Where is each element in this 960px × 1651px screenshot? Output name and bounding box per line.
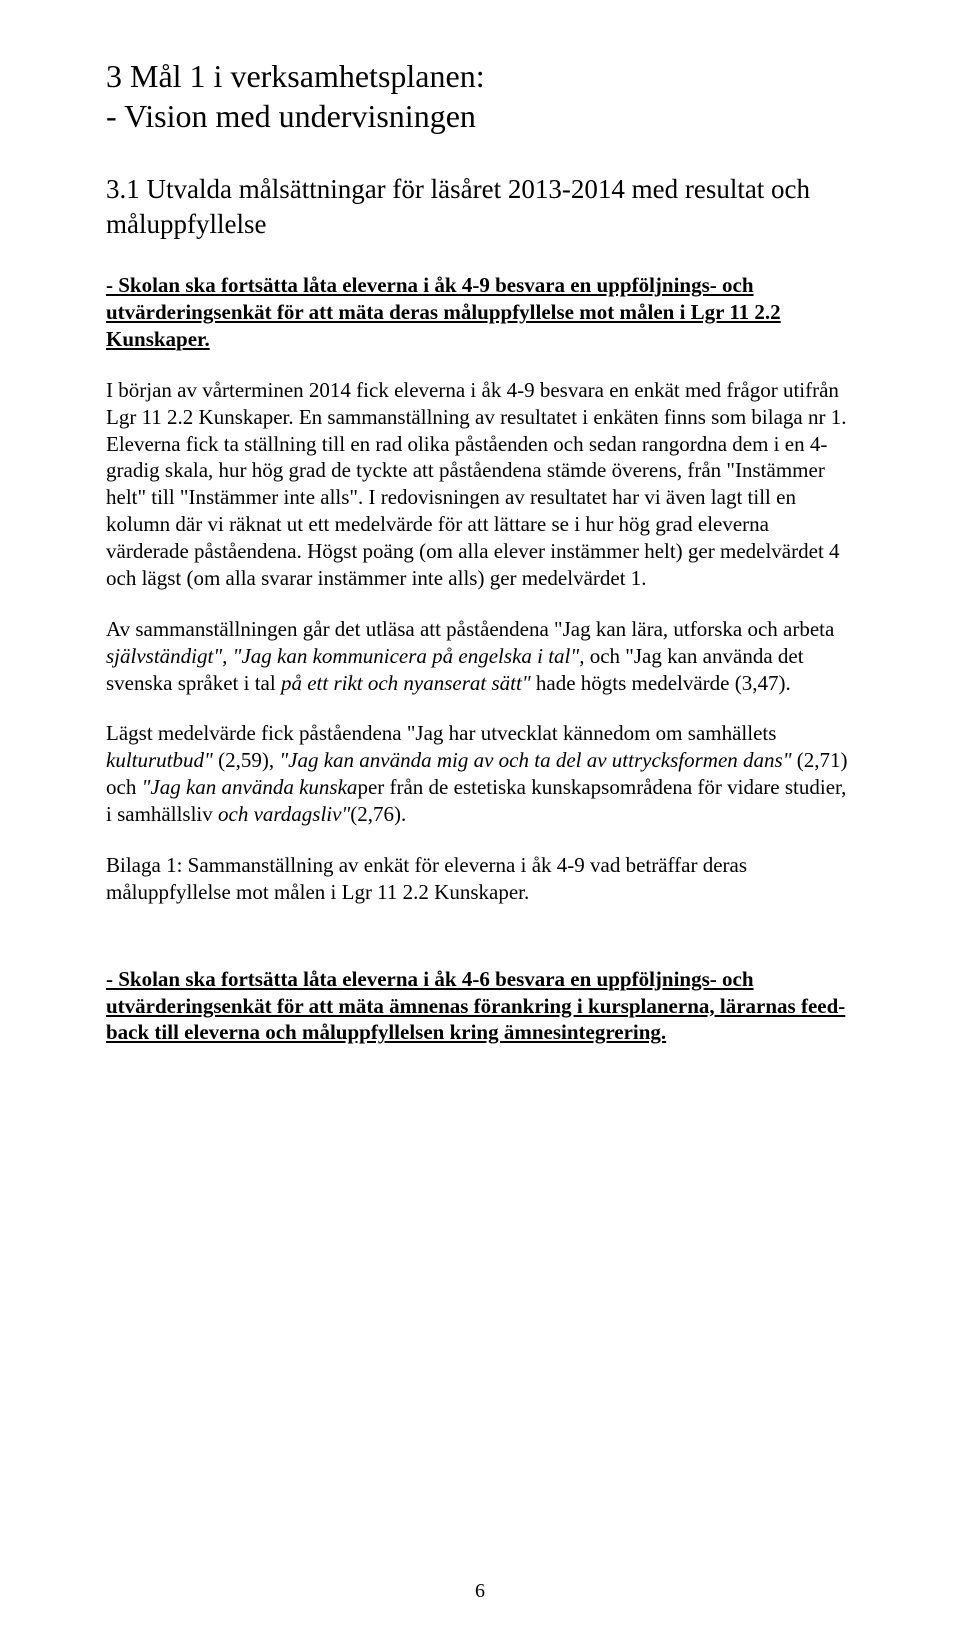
- para2b-text: självständigt", "Jag kan kommunicera på …: [106, 644, 590, 668]
- para3d-text: "Jag kan använda mig av och ta del av ut…: [279, 748, 796, 772]
- section-heading-1: 3 Mål 1 i verksamhetsplanen: - Vision me…: [106, 56, 854, 136]
- para2e-text: hade högts medelvärde (3,47).: [536, 671, 791, 695]
- para3i-text: (2,76).: [350, 802, 406, 826]
- goal-2-statement: - Skolan ska fortsätta låta eleverna i å…: [106, 966, 854, 1047]
- para3c-text: (2,59),: [218, 748, 279, 772]
- paragraph-intro: I början av vårterminen 2014 fick elever…: [106, 377, 854, 592]
- bilaga-text: Bilaga 1: Sammanställning av enkät för e…: [106, 853, 747, 904]
- section-heading-2: 3.1 Utvalda målsättningar för läsåret 20…: [106, 172, 854, 242]
- page-number-value: 6: [475, 1580, 485, 1602]
- heading-text-line1: 3 Mål 1 i verksamhetsplanen:: [106, 58, 485, 94]
- page-number: 6: [0, 1580, 960, 1603]
- document-page: 3 Mål 1 i verksamhetsplanen: - Vision me…: [0, 0, 960, 1651]
- para1b-text: Eleverna fick ta ställning till en rad o…: [106, 432, 840, 590]
- goal-1-text: - Skolan ska fortsätta låta eleverna i å…: [106, 273, 781, 351]
- bilaga-reference: Bilaga 1: Sammanställning av enkät för e…: [106, 852, 854, 906]
- paragraph-summary-high: Av sammanställningen går det utläsa att …: [106, 616, 854, 697]
- goal-1-statement: - Skolan ska fortsätta låta eleverna i å…: [106, 272, 854, 353]
- para3h-text: och vardagsliv": [218, 802, 350, 826]
- paragraph-summary-low: Lägst medelvärde fick påståendena "Jag h…: [106, 720, 854, 828]
- heading-text-line2: - Vision med undervisningen: [106, 98, 476, 134]
- para2a-text: Av sammanställningen går det utläsa att …: [106, 617, 834, 641]
- goal-2-text: - Skolan ska fortsätta låta eleverna i å…: [106, 967, 845, 1045]
- para3a-text: Lägst medelvärde fick påståendena "Jag h…: [106, 721, 776, 745]
- para1-text: I början av vårterminen 2014 fick elever…: [106, 378, 846, 429]
- subheading-text: 3.1 Utvalda målsättningar för läsåret 20…: [106, 174, 810, 239]
- para2d-text: på ett rikt och nyanserat sätt": [281, 671, 536, 695]
- para3f-text: "Jag kan använda kunska: [142, 775, 358, 799]
- para3b-text: kulturutbud": [106, 748, 218, 772]
